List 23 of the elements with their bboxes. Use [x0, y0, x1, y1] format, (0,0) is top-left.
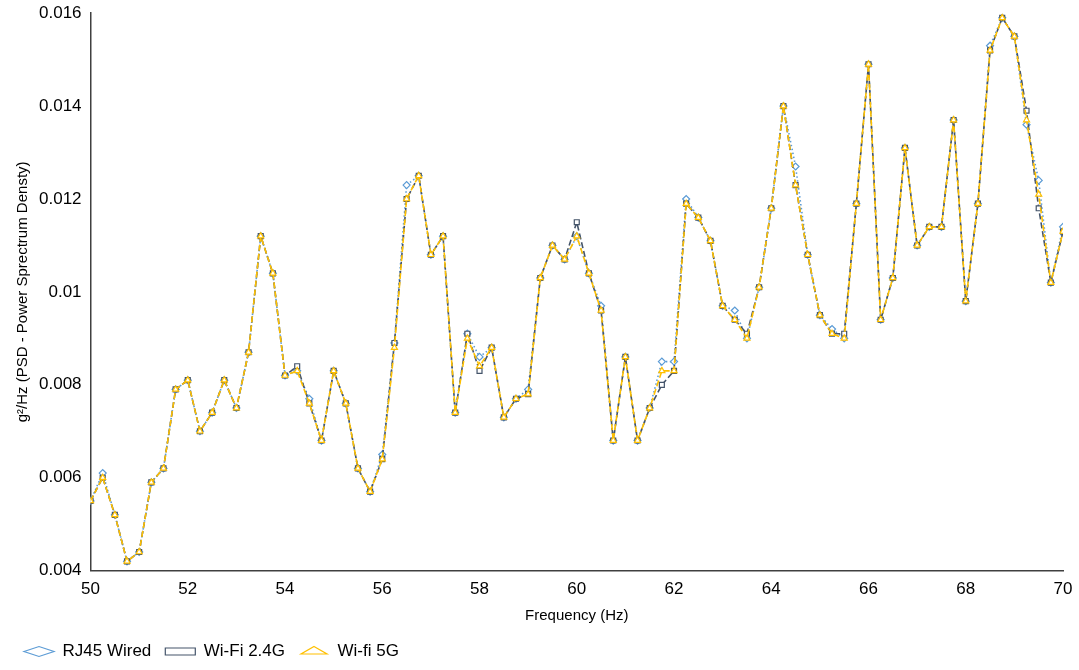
x-tick-label: 64 [761, 579, 781, 599]
legend-label: Wi-Fi 2.4G [203, 641, 286, 661]
y-tick-label: 0.004 [38, 560, 82, 580]
x-tick-label: 68 [956, 579, 976, 599]
x-tick-label: 66 [859, 579, 878, 599]
x-axis-title: Frequency (Hz) [525, 606, 629, 624]
y-tick-label: 0.012 [38, 188, 82, 208]
x-tick-label: 54 [275, 579, 295, 599]
y-axis-title: g²/Hz (PSD - Power Sprectrum Densty) [13, 161, 31, 423]
y-tick-label: 0.01 [48, 281, 82, 301]
x-tick-label: 52 [178, 579, 198, 599]
y-tick-label: 0.014 [38, 95, 82, 115]
y-tick-label: 0.016 [38, 2, 82, 22]
y-tick-label: 0.006 [38, 467, 82, 487]
x-tick-label: 56 [372, 579, 392, 599]
x-tick-label: 62 [664, 579, 684, 599]
x-tick-label: 70 [1053, 579, 1073, 599]
x-tick-label: 50 [81, 579, 100, 599]
x-tick-label: 60 [567, 579, 587, 599]
y-tick-label: 0.008 [38, 374, 82, 394]
legend-label: RJ45 Wired [62, 641, 152, 661]
x-tick-label: 58 [470, 579, 489, 599]
legend-label: Wi-fi 5G [337, 641, 399, 661]
